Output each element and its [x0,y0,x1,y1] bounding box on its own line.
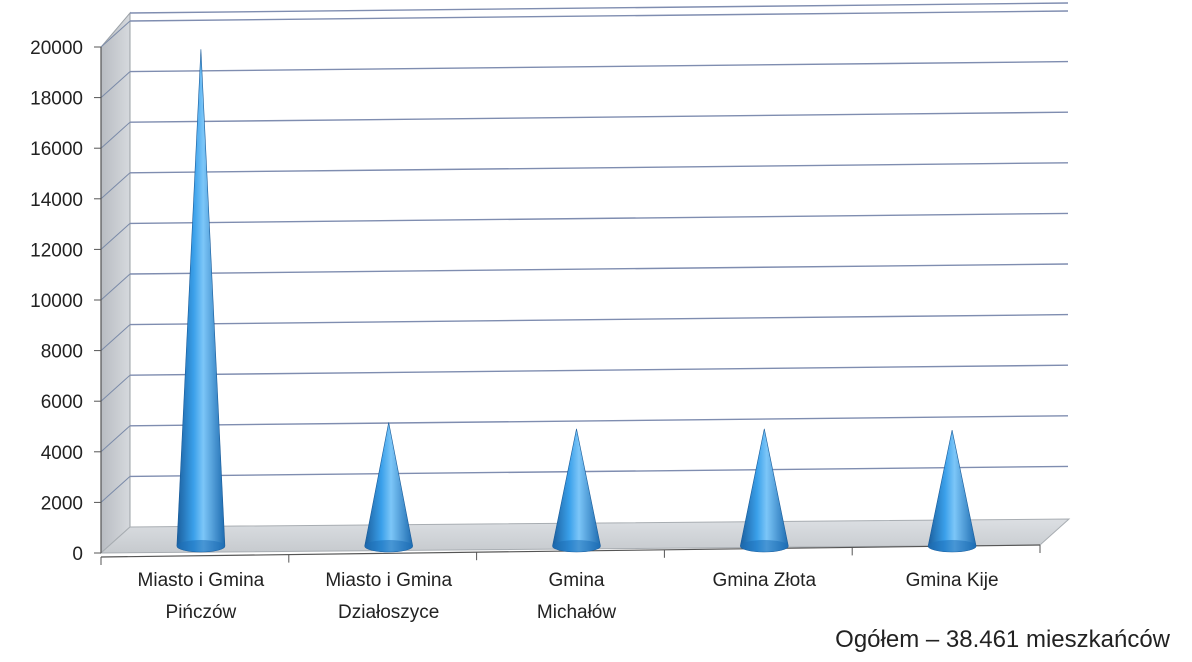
cone-4 [739,428,789,553]
cone-body [927,429,977,553]
x-category-label: Gmina Kije [906,570,999,591]
y-tick-label: 4000 [41,443,83,464]
gridline-depth [100,425,131,453]
cone-body [552,428,601,553]
y-tick-label: 18000 [30,89,83,110]
gridline-depth [100,71,131,98]
gridline [129,364,1069,376]
top-gridline [129,2,1069,14]
gridline [129,111,1069,123]
gridline-depth [100,476,131,503]
x-category-label: Miasto i Gmina Działoszyce [325,570,452,623]
cone-body [176,49,226,553]
y-tick-label: 16000 [30,139,83,160]
y-tick-label: 12000 [30,240,83,261]
gridline-depth [100,324,131,351]
x-category-line: Gmina Złota [713,570,817,591]
gridline-depth [100,172,131,200]
gridline [129,162,1069,174]
x-category-label: Miasto i Gmina Pińczów [138,570,265,623]
cones-layer [176,49,977,553]
x-category-line: Działoszyce [338,602,439,623]
gridline-depth [100,374,131,402]
cone-1 [176,49,226,553]
labels-layer: 0 2000 4000 6000 8000 10000 12000 14000 16000 180… [30,38,998,623]
gridline-depth [100,223,131,250]
cone-body [739,428,789,553]
cone-base [740,540,789,552]
cone-5 [927,429,977,553]
total-footnote: Ogółem – 38.461 mieszkańców [835,626,1170,653]
y-tick-label: 8000 [41,342,83,363]
y-tick-label: 10000 [30,291,83,312]
gridline-depth [100,121,131,149]
x-category-line: Gmina Kije [906,570,999,591]
x-category-line: Miasto i Gmina [325,570,452,591]
x-category-label: Gmina Złota [713,570,817,591]
y-tick-label: 2000 [41,493,83,514]
gridline [129,60,1069,73]
x-category-line: Miasto i Gmina [138,570,265,591]
x-category-line: Pińczów [166,602,237,623]
y-tick-label: 0 [72,544,83,565]
y-tick-label: 14000 [30,190,83,211]
cone-base [364,540,413,552]
x-category-line: Gmina [549,570,605,591]
gridline [129,313,1069,326]
cone-2 [364,422,414,553]
gridline [129,212,1069,225]
gridline [129,263,1069,275]
x-category-label: Gmina Michałów [537,570,616,623]
cone-base [928,540,977,552]
grid-layer [99,2,1071,555]
y-tick-label: 6000 [41,392,83,413]
cone-body [364,422,414,553]
x-category-line: Michałów [537,602,616,623]
gridline [129,415,1069,427]
cone-3 [552,428,601,553]
cone-base [176,540,225,552]
y-tick-label: 20000 [30,38,83,59]
gridline-depth [100,273,131,301]
cone-base [552,540,601,552]
gridline [129,465,1069,478]
gridline [129,10,1069,22]
gridline-depth [100,20,131,48]
